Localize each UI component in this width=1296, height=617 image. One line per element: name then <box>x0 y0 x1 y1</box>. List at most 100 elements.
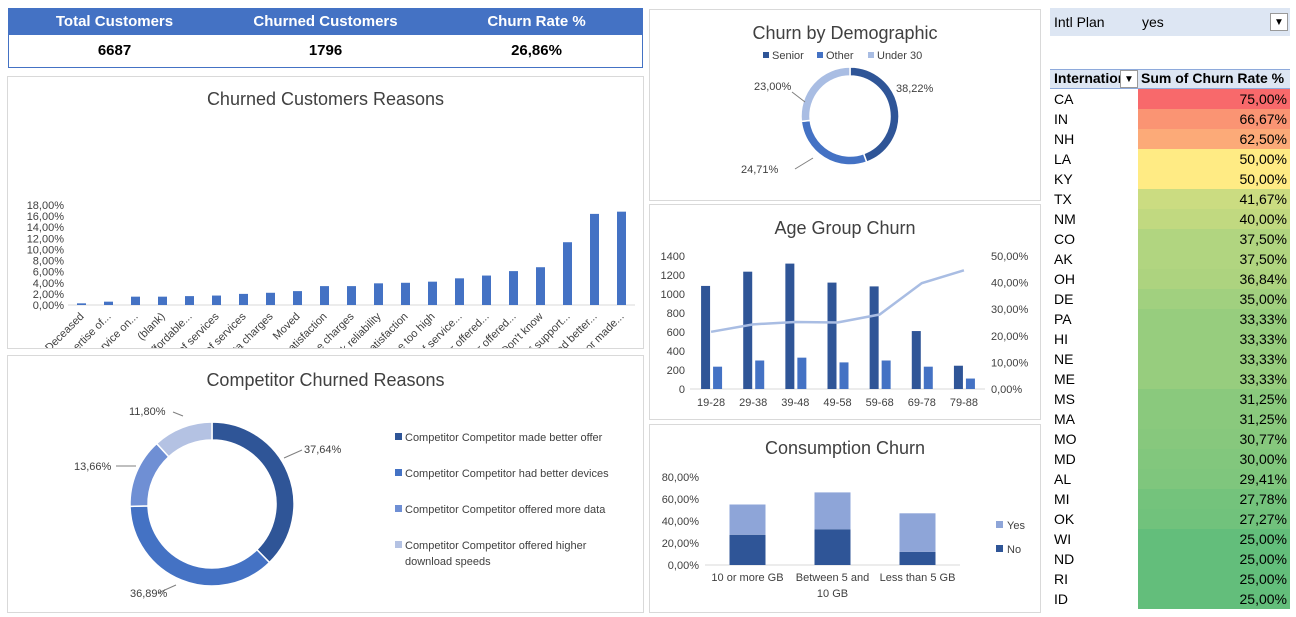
y-tick-label: 8,00% <box>33 256 64 268</box>
pivot-row: PA 33,33% <box>1050 309 1290 329</box>
legend-swatch <box>395 433 402 440</box>
pivot-rate-cell: 40,00% <box>1138 209 1290 229</box>
x-tick-label: 39-48 <box>781 397 809 409</box>
y2-tick-label: 0,00% <box>991 384 1022 396</box>
y-tick-label: 4,00% <box>33 278 64 290</box>
bar-churned <box>839 362 849 389</box>
competitor-slice <box>155 421 213 458</box>
y-tick-label: 10,00% <box>27 244 65 256</box>
competitor-chart: 37,64% 36,89% 13,66% 11,80% Competitor Compe… <box>74 406 609 600</box>
pivot-state-cell: MI <box>1054 491 1070 507</box>
pivot-rate-cell: 50,00% <box>1138 169 1290 189</box>
pivot-state-cell: LA <box>1054 151 1072 167</box>
demographic-slice <box>849 66 900 164</box>
pivot-state-cell: ID <box>1054 591 1068 607</box>
pivot-row: CO 37,50% <box>1050 229 1290 249</box>
pivot-filter-label: Intl Plan <box>1054 14 1105 30</box>
competitor-chart-title: Competitor Churned Reasons <box>206 370 445 390</box>
legend-label: Competitor Competitor made better offer <box>405 432 603 444</box>
pivot-state-cell: HI <box>1054 331 1068 347</box>
bar <box>212 295 221 305</box>
pivot-row: AL 29,41% <box>1050 469 1290 489</box>
y-tick-label: 60,00% <box>662 494 700 506</box>
pivot-row: ID 25,00% <box>1050 589 1290 609</box>
pivot-rate-cell: 29,41% <box>1138 469 1290 489</box>
filter-icon[interactable]: ▼ <box>1120 70 1138 88</box>
competitor-chart-panel[interactable]: Competitor Churned Reasons 37,64% 36,89% 1… <box>7 355 644 613</box>
filter-icon[interactable]: ▼ <box>1270 13 1288 31</box>
bar <box>536 267 545 305</box>
y-tick-label: 400 <box>667 346 685 358</box>
pivot-row: LA 50,00% <box>1050 149 1290 169</box>
y-tick-label: 16,00% <box>27 211 65 223</box>
pivot-row: TX 41,67% <box>1050 189 1290 209</box>
pivot-state-cell: MO <box>1054 431 1077 447</box>
stacked-bar-no <box>729 534 766 565</box>
bar <box>428 281 437 305</box>
pivot-state-cell: ND <box>1054 551 1075 567</box>
reasons-chart-title: Churned Customers Reasons <box>206 89 445 109</box>
kpi-header-rate: Churn Rate % <box>487 13 586 30</box>
bar-churned <box>797 357 807 389</box>
kpi-header-churned: Churned Customers <box>253 13 398 30</box>
x-tick-label: 59-68 <box>866 397 894 409</box>
age-chart-panel[interactable]: Age Group Churn 0 200 400 600 800 1000 1200 140… <box>649 204 1041 420</box>
reasons-chart-panel[interactable]: Churned Customers Reasons 0,00% 2,00% 4,00… <box>7 76 644 349</box>
pivot-row: HI 33,33% <box>1050 329 1290 349</box>
pivot-rate-cell: 31,25% <box>1138 409 1290 429</box>
stacked-bar-yes <box>814 492 851 530</box>
bar <box>131 296 140 305</box>
kpi-table: Total Customers Churned Customers Churn … <box>8 8 643 68</box>
demographic-chart-panel[interactable]: Churn by Demographic 38,22% 24,71% 23,00% S… <box>649 9 1041 201</box>
competitor-data-label: 11,80% <box>129 406 166 418</box>
bar <box>617 211 626 305</box>
stacked-bar-no <box>814 529 851 565</box>
bar-total <box>701 285 711 389</box>
pivot-state-cell: WI <box>1054 531 1072 547</box>
pivot-row: MO 30,77% <box>1050 429 1290 449</box>
pivot-state-cell: AK <box>1054 251 1073 267</box>
competitor-slice <box>129 442 170 508</box>
y-tick-label: 80,00% <box>662 472 700 484</box>
pivot-row: MI 27,78% <box>1050 489 1290 509</box>
kpi-value-row: 6687 1796 26,86% <box>9 35 642 67</box>
demographic-data-label: 24,71% <box>741 164 779 176</box>
pivot-state-cell: RI <box>1054 571 1068 587</box>
consumption-chart-panel[interactable]: Consumption Churn 0,00% 20,00% 40,00% 60,00… <box>649 424 1041 613</box>
y2-tick-label: 30,00% <box>991 304 1029 316</box>
pivot-rate-cell: 27,78% <box>1138 489 1290 509</box>
y-tick-label: 1000 <box>661 289 685 301</box>
bar-total <box>743 271 753 389</box>
x-tick-label: 69-78 <box>908 397 936 409</box>
pivot-state-cell: PA <box>1054 311 1072 327</box>
pivot-header-col1[interactable]: International Plan ▼ <box>1050 70 1138 88</box>
bar-churned <box>881 360 891 389</box>
bar <box>158 296 167 305</box>
pivot-rate-cell: 37,50% <box>1138 249 1290 269</box>
pivot-rows: CA 75,00% IN 66,67% NH 62,50% LA 50,00% KY 50,00%… <box>1050 89 1290 609</box>
legend-label: Competitor Competitor offered higher <box>405 540 587 552</box>
bar <box>401 282 410 305</box>
legend-swatch <box>817 52 823 58</box>
demographic-chart: 38,22% 24,71% 23,00% Senior Other Under 30 <box>741 50 934 176</box>
legend-swatch <box>395 505 402 512</box>
y-tick-label: 200 <box>667 365 685 377</box>
competitor-data-label: 37,64% <box>304 444 342 456</box>
pivot-header-col1-label: International Plan <box>1054 70 1138 86</box>
pivot-state-cell: OK <box>1054 511 1075 527</box>
competitor-leader-line <box>157 584 177 594</box>
x-tick-label: 19-28 <box>697 397 725 409</box>
y-tick-label: 600 <box>667 327 685 339</box>
pivot-rate-cell: 31,25% <box>1138 389 1290 409</box>
y-tick-label: 2,00% <box>33 289 64 301</box>
pivot-row: NE 33,33% <box>1050 349 1290 369</box>
demographic-leader-line <box>794 157 814 170</box>
x-tick-label: 10 GB <box>817 588 848 600</box>
kpi-value-total: 6687 <box>97 42 132 59</box>
pivot-row: ME 33,33% <box>1050 369 1290 389</box>
pivot-row: IN 66,67% <box>1050 109 1290 129</box>
bar-total <box>911 331 921 389</box>
y2-tick-label: 20,00% <box>991 331 1029 343</box>
legend-swatch <box>868 52 874 58</box>
pivot-row: WI 25,00% <box>1050 529 1290 549</box>
